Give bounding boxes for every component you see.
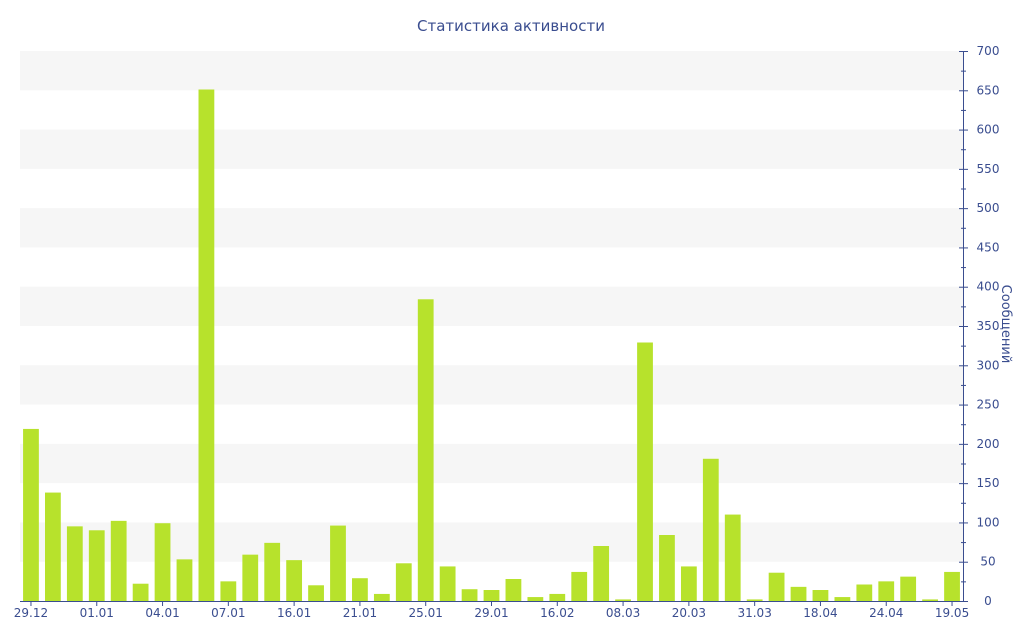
chart-title: Статистика активности: [417, 17, 605, 35]
bar: [900, 576, 917, 601]
x-tick-label: 24.04: [869, 606, 903, 620]
x-tick-label: 16.02: [540, 606, 574, 620]
bar: [637, 342, 653, 601]
grid-bands: [20, 51, 963, 562]
y-tick-label: 350: [977, 319, 1000, 333]
x-tick-label: 18.04: [803, 606, 837, 620]
x-tick-label: 01.01: [80, 606, 114, 620]
bar: [768, 572, 785, 601]
y-tick-label: 600: [977, 123, 1000, 137]
x-tick-label: 31.03: [737, 606, 771, 620]
bar: [659, 535, 675, 601]
bar: [790, 586, 807, 601]
bar: [527, 597, 544, 601]
y-tick-label: 50: [980, 555, 995, 569]
x-tick-label: 21.01: [343, 606, 377, 620]
x-tick-label: 16.01: [277, 606, 311, 620]
bar: [66, 526, 83, 601]
grid-band: [20, 443, 963, 484]
bar: [702, 458, 719, 601]
grid-band: [20, 208, 963, 248]
y-tick-label: 400: [977, 280, 1000, 294]
bar: [746, 599, 763, 601]
bar: [110, 520, 127, 601]
grid-band: [20, 522, 963, 562]
y-tick-label: 700: [977, 44, 1000, 58]
bar: [878, 581, 895, 601]
bar: [45, 492, 61, 601]
x-tick-label: 29.12: [14, 606, 48, 620]
bar: [154, 523, 171, 601]
bar-series: [23, 89, 960, 601]
y-tick-label: 200: [977, 437, 1000, 451]
y-axis-label: Сообщений: [998, 285, 1013, 364]
bar: [352, 578, 368, 601]
bar: [549, 593, 566, 601]
bar: [176, 559, 193, 601]
bar: [395, 563, 412, 601]
bar: [330, 525, 346, 601]
grid-band: [20, 129, 963, 169]
bar: [944, 571, 960, 601]
bar: [505, 579, 522, 601]
bar: [812, 590, 829, 601]
bar: [439, 566, 456, 601]
x-tick-label: 25.01: [409, 606, 443, 620]
y-tick-label: 100: [977, 515, 1000, 529]
x-tick-label: 04.01: [145, 606, 179, 620]
y-tick-label: 300: [977, 358, 1000, 372]
bar: [242, 554, 259, 601]
grid-band: [20, 365, 963, 405]
y-tick-label: 500: [977, 201, 1000, 215]
bar: [23, 428, 39, 601]
bar: [198, 89, 215, 601]
x-tick-label: 19.05: [935, 606, 969, 620]
bar: [220, 581, 237, 601]
bar: [461, 589, 478, 601]
bar: [593, 546, 610, 601]
y-tick-label: 450: [977, 240, 1000, 254]
bar: [286, 560, 303, 601]
y-tick-label: 0: [984, 594, 992, 608]
y-tick-label: 650: [977, 83, 1000, 97]
bar: [571, 571, 588, 601]
bar: [724, 514, 741, 601]
bar: [922, 599, 938, 601]
grid-band: [20, 286, 963, 326]
bar: [856, 584, 873, 601]
bar: [483, 590, 500, 601]
bar: [264, 542, 281, 601]
x-tick-label: 29.01: [474, 606, 508, 620]
bar: [615, 599, 631, 601]
y-axis: 0 50 100 150 200 250 300 350 400 450 500 550 600 650 7…: [959, 44, 999, 608]
bar: [680, 566, 697, 601]
x-tick-label: 20.03: [672, 606, 706, 620]
x-tick-label: 08.03: [606, 606, 640, 620]
y-tick-label: 150: [977, 476, 1000, 490]
grid-band: [20, 51, 963, 91]
y-tick-label: 550: [977, 162, 1000, 176]
bar: [132, 583, 149, 601]
y-tick-label: 250: [977, 398, 1000, 412]
bar: [88, 530, 105, 601]
bar: [417, 299, 434, 601]
x-tick-label: 07.01: [211, 606, 245, 620]
bar: [834, 597, 851, 601]
bar: [308, 585, 324, 601]
bar: [373, 593, 390, 601]
x-axis: 29.12 01.01 04.01 07.01 16.01 21.01 25.01 29.01…: [14, 601, 969, 620]
